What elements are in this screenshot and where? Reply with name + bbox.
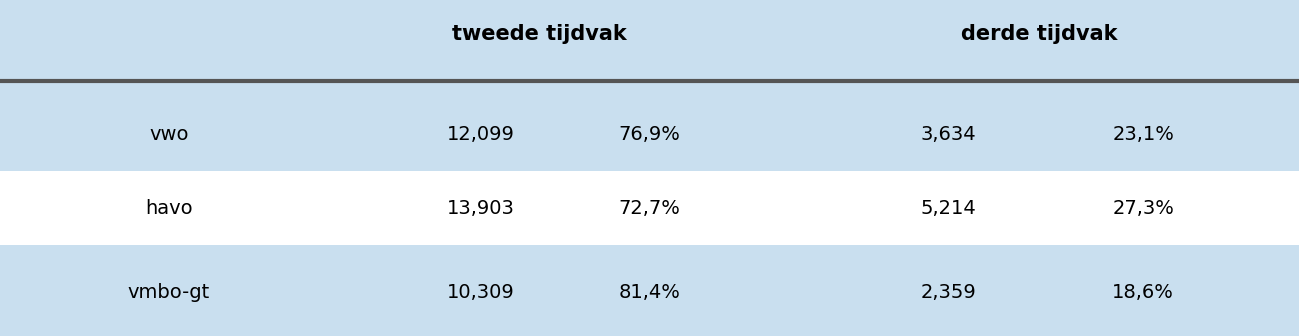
Text: vmbo-gt: vmbo-gt	[127, 283, 210, 302]
FancyBboxPatch shape	[0, 97, 1299, 171]
Text: 10,309: 10,309	[447, 283, 514, 302]
Text: 5,214: 5,214	[921, 199, 976, 218]
Text: 3,634: 3,634	[921, 125, 976, 144]
Text: 23,1%: 23,1%	[1112, 125, 1174, 144]
Text: tweede tijdvak: tweede tijdvak	[452, 24, 626, 44]
Text: 13,903: 13,903	[447, 199, 514, 218]
FancyBboxPatch shape	[0, 171, 1299, 245]
Text: 2,359: 2,359	[921, 283, 976, 302]
Text: 12,099: 12,099	[447, 125, 514, 144]
Text: 76,9%: 76,9%	[618, 125, 681, 144]
Text: vwo: vwo	[149, 125, 188, 144]
Text: havo: havo	[145, 199, 192, 218]
Text: 18,6%: 18,6%	[1112, 283, 1174, 302]
FancyBboxPatch shape	[0, 249, 1299, 336]
Text: 27,3%: 27,3%	[1112, 199, 1174, 218]
Text: derde tijdvak: derde tijdvak	[961, 24, 1117, 44]
Text: 72,7%: 72,7%	[618, 199, 681, 218]
Text: 81,4%: 81,4%	[618, 283, 681, 302]
